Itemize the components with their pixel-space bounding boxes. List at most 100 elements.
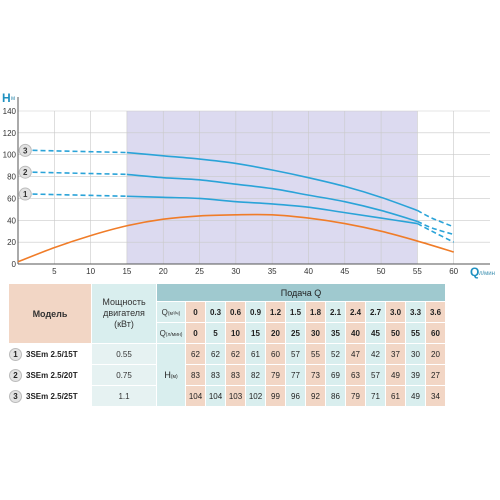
series-line-power bbox=[17, 213, 454, 263]
q-lmin-value: 5 bbox=[206, 323, 225, 343]
row-q-lmin: Q(л/мин) 0 5 10 15 20 25 30 35 40 45 50 55 60 bbox=[9, 323, 445, 343]
q-m3h-value: 0.6 bbox=[226, 302, 245, 322]
q-m3h-value: 3.6 bbox=[426, 302, 445, 322]
series-marker-circle bbox=[18, 165, 32, 179]
q-m3h-value: 1.5 bbox=[286, 302, 305, 322]
series-lead-dash bbox=[32, 193, 127, 198]
x-tick-label: 10 bbox=[86, 267, 95, 276]
motor-power: 0.55 bbox=[92, 344, 156, 364]
head-value: 57 bbox=[366, 365, 385, 385]
head-value: 79 bbox=[346, 386, 365, 406]
head-value: 83 bbox=[206, 365, 225, 385]
head-value: 27 bbox=[426, 365, 445, 385]
head-value: 92 bbox=[306, 386, 325, 406]
q-lmin-value: 0 bbox=[186, 323, 205, 343]
series-marker-circle bbox=[18, 187, 32, 201]
q-m3h-value: 3.3 bbox=[406, 302, 425, 322]
x-tick-label: 45 bbox=[340, 267, 349, 276]
head-value: 103 bbox=[226, 386, 245, 406]
series-tail-dash bbox=[417, 209, 454, 228]
chart-curves bbox=[17, 149, 455, 263]
q-lmin-label: Q(л/мин) bbox=[157, 323, 185, 343]
q-m3h-value: 0 bbox=[186, 302, 205, 322]
head-value: 83 bbox=[186, 365, 205, 385]
performance-table: Модель Мощность двигателя (кВт) Подача Q… bbox=[8, 283, 446, 407]
head-value: 99 bbox=[266, 386, 285, 406]
head-value: 86 bbox=[326, 386, 345, 406]
head-value: 79 bbox=[266, 365, 285, 385]
x-tick-label: 40 bbox=[304, 267, 313, 276]
q-lmin-value: 60 bbox=[426, 323, 445, 343]
y-tick-label: 100 bbox=[3, 151, 17, 160]
head-value: 60 bbox=[266, 344, 285, 364]
head-value: 49 bbox=[386, 365, 405, 385]
series-marker-label: 2 bbox=[23, 168, 28, 177]
chart-axes bbox=[17, 97, 490, 265]
head-value: 104 bbox=[186, 386, 205, 406]
y-axis-unit: м bbox=[11, 96, 15, 102]
pump-performance-chart: 1 2 3 0 20 40 60 80 100 120 140 5 10 15 20 25 30 35 40 45 5… bbox=[2, 91, 495, 279]
head-value: 37 bbox=[386, 344, 405, 364]
motor-power: 0.75 bbox=[92, 365, 156, 385]
x-axis-unit: л/мин bbox=[479, 271, 495, 277]
series-lead-dash bbox=[32, 171, 127, 176]
x-tick-label: 55 bbox=[413, 267, 422, 276]
q-lmin-value: 45 bbox=[366, 323, 385, 343]
head-value: 71 bbox=[366, 386, 385, 406]
head-value: 34 bbox=[426, 386, 445, 406]
series-marker-label: 1 bbox=[23, 190, 28, 199]
head-value: 69 bbox=[326, 365, 345, 385]
y-tick-label: 60 bbox=[7, 194, 16, 203]
head-value: 62 bbox=[186, 344, 205, 364]
head-value: 47 bbox=[346, 344, 365, 364]
q-m3h-value: 0.3 bbox=[206, 302, 225, 322]
y-tick-label: 80 bbox=[7, 173, 16, 182]
head-value: 61 bbox=[386, 386, 405, 406]
head-value: 62 bbox=[226, 344, 245, 364]
header-model: Модель bbox=[9, 284, 91, 343]
head-value: 39 bbox=[406, 365, 425, 385]
q-lmin-value: 50 bbox=[386, 323, 405, 343]
head-value: 104 bbox=[206, 386, 225, 406]
chart-grid-overlay bbox=[18, 110, 490, 265]
head-value: 20 bbox=[426, 344, 445, 364]
x-tick-label: 60 bbox=[449, 267, 458, 276]
x-tick-label: 20 bbox=[159, 267, 168, 276]
head-value: 96 bbox=[286, 386, 305, 406]
q-m3h-label: Q(м³/ч) bbox=[157, 302, 185, 322]
table-row: 2 3SEm 2.5/20T 0.75 83 83 83 82 79 77 73 69 63 57 4… bbox=[9, 365, 445, 385]
model-number-badge: 3 bbox=[9, 389, 22, 403]
x-tick-label: 35 bbox=[268, 267, 277, 276]
q-lmin-value: 30 bbox=[306, 323, 325, 343]
y-tick-label: 0 bbox=[12, 260, 17, 269]
head-value: 42 bbox=[366, 344, 385, 364]
y-axis-letter: H bbox=[2, 91, 11, 105]
model-name: 2 3SEm 2.5/20T bbox=[9, 365, 91, 385]
header-power: Мощность двигателя (кВт) bbox=[92, 284, 156, 343]
x-axis-letter: Q bbox=[470, 265, 479, 279]
q-lmin-value: 55 bbox=[406, 323, 425, 343]
model-number-badge: 2 bbox=[9, 368, 22, 382]
q-lmin-value: 10 bbox=[226, 323, 245, 343]
model-name: 3 3SEm 2.5/25T bbox=[9, 386, 91, 406]
series-line-3 bbox=[126, 151, 418, 212]
y-tick-label: 20 bbox=[7, 238, 16, 247]
series-lead-dash bbox=[32, 149, 127, 154]
head-value: 62 bbox=[206, 344, 225, 364]
head-value: 30 bbox=[406, 344, 425, 364]
q-lmin-value: 15 bbox=[246, 323, 265, 343]
series-tail-dash bbox=[417, 220, 454, 236]
model-name: 1 3SEm 2.5/15T bbox=[9, 344, 91, 364]
series-marker-circle bbox=[18, 143, 32, 157]
q-lmin-value: 25 bbox=[286, 323, 305, 343]
series-line-1 bbox=[126, 195, 418, 225]
q-m3h-value: 3.0 bbox=[386, 302, 405, 322]
series-line-2 bbox=[126, 173, 418, 223]
q-lmin-value: 40 bbox=[346, 323, 365, 343]
q-m3h-value: 2.7 bbox=[366, 302, 385, 322]
y-tick-label: 40 bbox=[7, 216, 16, 225]
motor-power: 1.1 bbox=[92, 386, 156, 406]
head-value: 55 bbox=[306, 344, 325, 364]
head-value: 61 bbox=[246, 344, 265, 364]
q-m3h-value: 2.1 bbox=[326, 302, 345, 322]
